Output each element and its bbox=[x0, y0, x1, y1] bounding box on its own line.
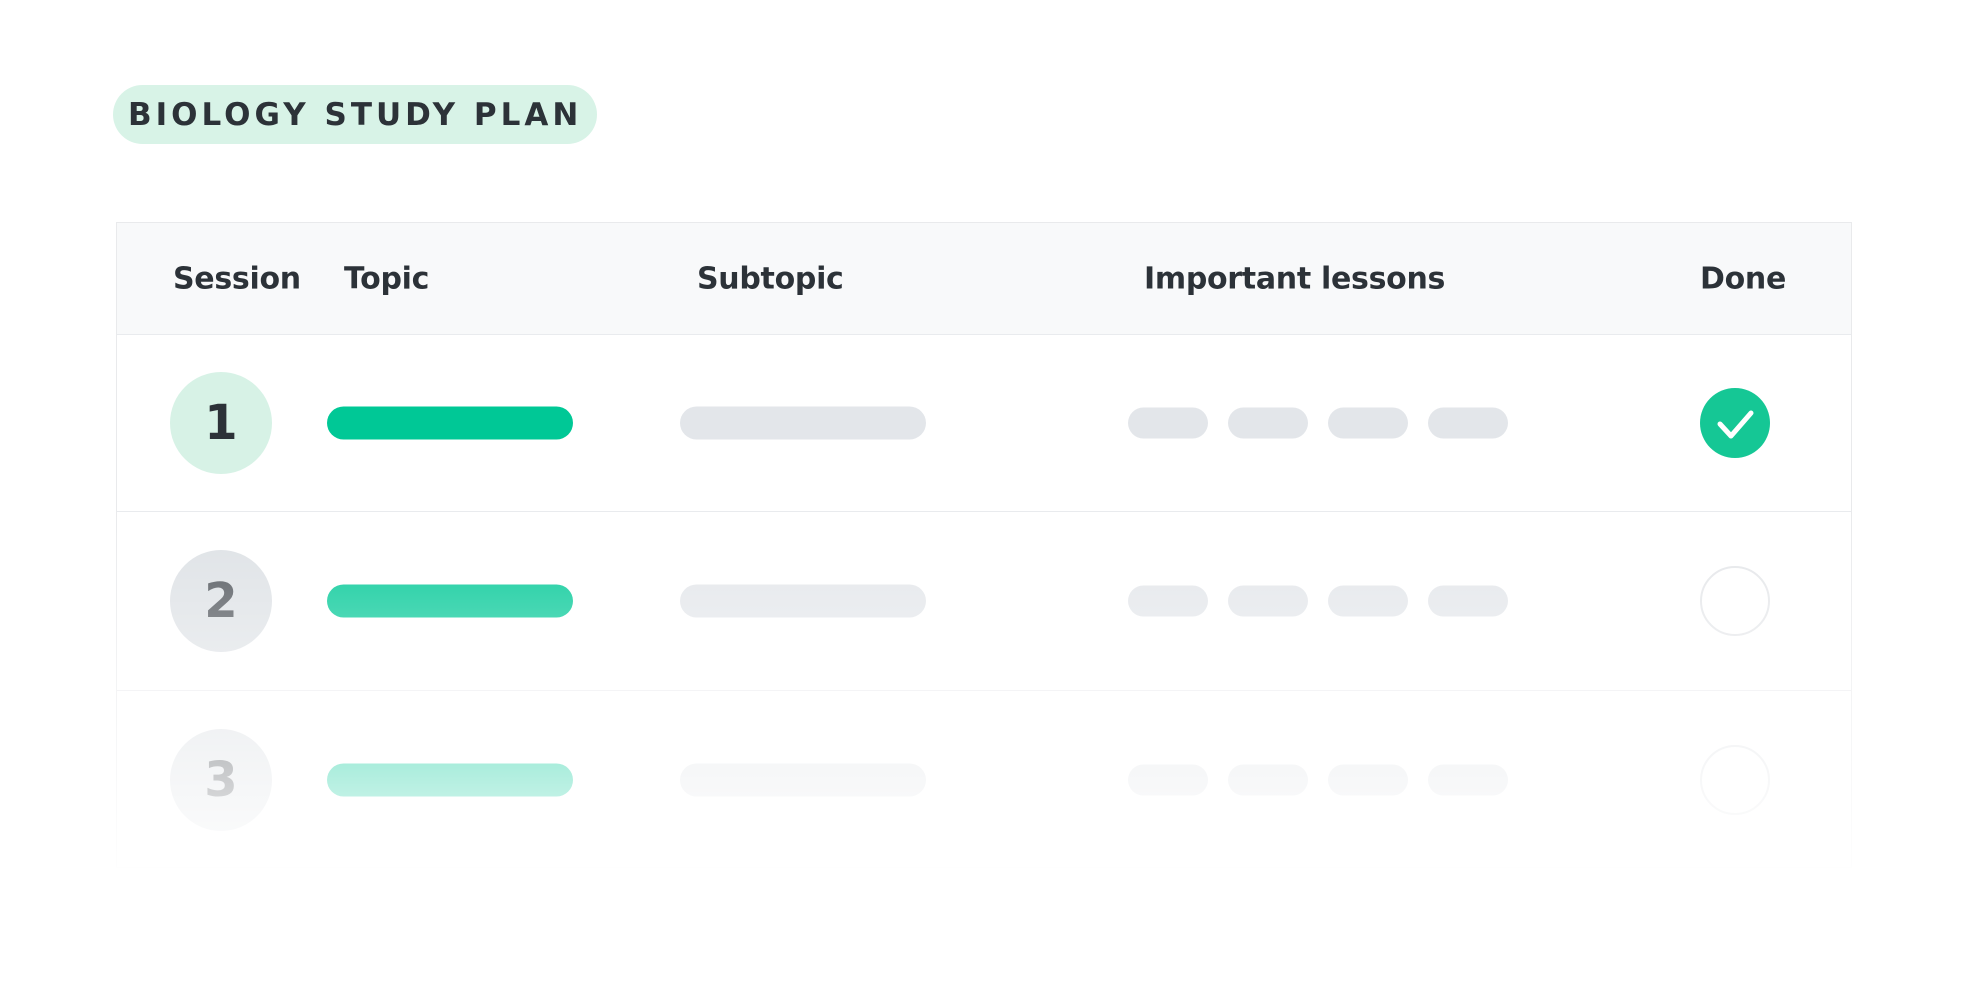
check-icon bbox=[1717, 410, 1754, 439]
done-checkbox-unchecked[interactable] bbox=[1700, 566, 1770, 636]
subtopic-placeholder-bar bbox=[680, 406, 926, 440]
column-header-session: Session bbox=[173, 261, 301, 296]
subtopic-placeholder-bar bbox=[680, 763, 926, 797]
table-header: Session Topic Subtopic Important lessons… bbox=[117, 223, 1851, 335]
lesson-placeholder-chip bbox=[1128, 585, 1208, 617]
session-number: 2 bbox=[204, 573, 238, 629]
lesson-placeholder-chip bbox=[1428, 407, 1508, 439]
lesson-placeholder-chip bbox=[1328, 764, 1408, 796]
lesson-placeholder-chip bbox=[1328, 407, 1408, 439]
session-number-badge: 1 bbox=[170, 372, 272, 474]
lesson-placeholder-chip bbox=[1328, 585, 1408, 617]
lesson-placeholder-chip bbox=[1228, 407, 1308, 439]
lesson-placeholder-chip bbox=[1428, 585, 1508, 617]
topic-placeholder-bar bbox=[327, 406, 573, 440]
session-number-badge: 3 bbox=[170, 729, 272, 831]
title-badge: BIOLOGY STUDY PLAN bbox=[113, 85, 598, 144]
session-number: 3 bbox=[204, 752, 238, 808]
lesson-placeholder-chip bbox=[1428, 764, 1508, 796]
topic-placeholder-bar bbox=[327, 763, 573, 797]
column-header-important-lessons: Important lessons bbox=[1144, 261, 1446, 296]
topic-placeholder-bar bbox=[327, 584, 573, 618]
column-header-done: Done bbox=[1700, 261, 1787, 296]
page-title: BIOLOGY STUDY PLAN bbox=[128, 96, 583, 133]
done-checkbox-unchecked[interactable] bbox=[1700, 745, 1770, 815]
lesson-placeholder-chip bbox=[1128, 764, 1208, 796]
important-lessons-placeholder-group bbox=[1128, 407, 1508, 439]
important-lessons-placeholder-group bbox=[1128, 585, 1508, 617]
important-lessons-placeholder-group bbox=[1128, 764, 1508, 796]
study-plan-table: Session Topic Subtopic Important lessons… bbox=[116, 222, 1852, 868]
table-row-session-3: 3 bbox=[117, 690, 1851, 869]
table-row-session-2: 2 bbox=[117, 511, 1851, 690]
column-header-topic: Topic bbox=[344, 261, 430, 296]
subtopic-placeholder-bar bbox=[680, 584, 926, 618]
table-row-session-1: 1 bbox=[117, 335, 1851, 511]
lesson-placeholder-chip bbox=[1228, 764, 1308, 796]
column-header-subtopic: Subtopic bbox=[697, 261, 844, 296]
session-number: 1 bbox=[204, 395, 238, 451]
lesson-placeholder-chip bbox=[1128, 407, 1208, 439]
lesson-placeholder-chip bbox=[1228, 585, 1308, 617]
session-number-badge: 2 bbox=[170, 550, 272, 652]
done-checkbox-checked[interactable] bbox=[1700, 388, 1770, 458]
